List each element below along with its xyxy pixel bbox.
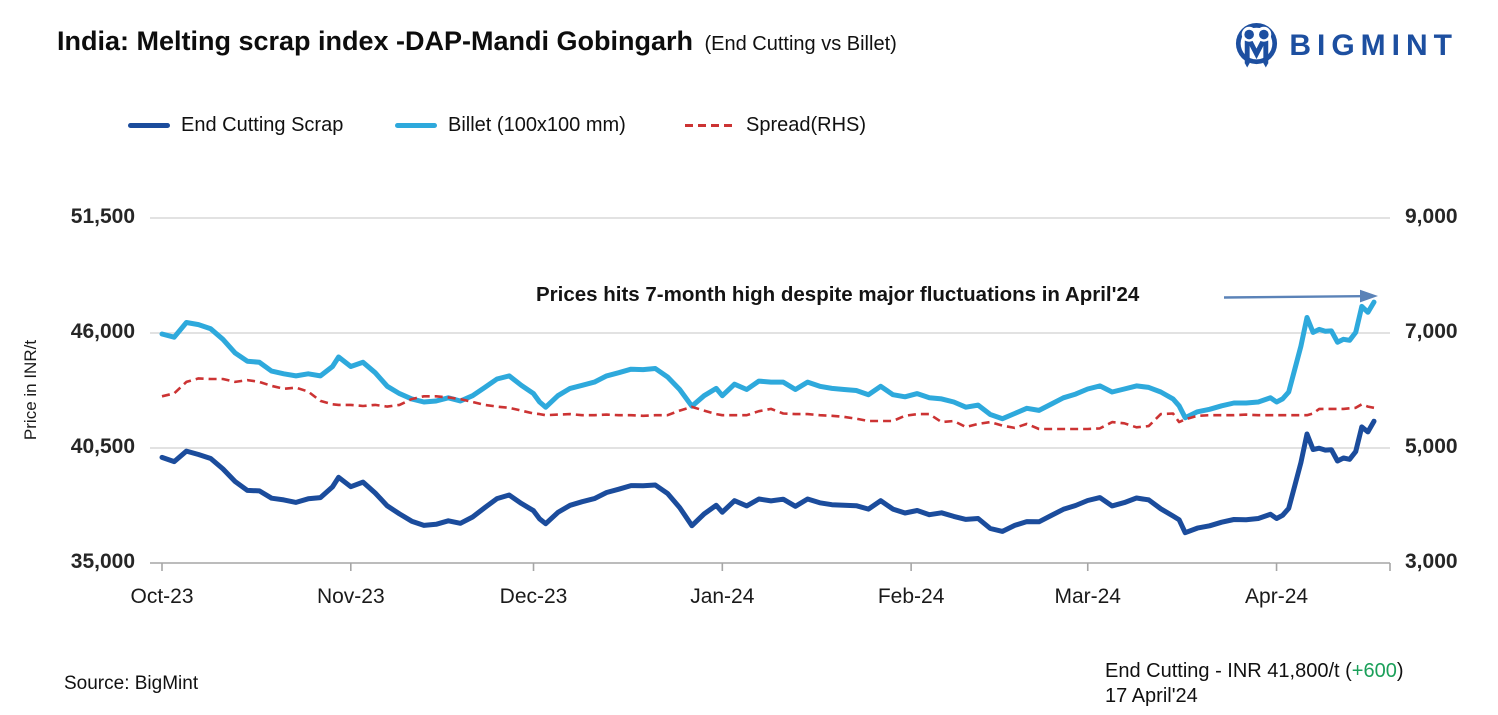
x-axis-tick-label: Nov-23 <box>316 585 385 608</box>
annotation-arrow-line <box>1223 295 1362 299</box>
brand-name: BIGMINT <box>1289 29 1458 62</box>
y2-axis-tick-label: 3,000 <box>1405 550 1458 573</box>
brand-logo: BIGMINT <box>1233 20 1458 72</box>
price-date: 17 April'24 <box>1105 685 1198 707</box>
y-axis-tick-label: 40,500 <box>70 435 135 458</box>
x-axis-tick-label: Oct-23 <box>130 585 194 608</box>
bigmint-logo-icon <box>1236 22 1278 68</box>
legend-item-end-cutting: End Cutting Scrap <box>128 112 343 138</box>
chart-subtitle: (End Cutting vs Billet) <box>704 33 897 55</box>
series-line-spread-rhs- <box>161 377 1375 431</box>
series-line-end-cutting-scrap <box>159 418 1377 536</box>
legend-label: Spread(RHS) <box>746 113 867 136</box>
page-title: India: Melting scrap index -DAP-Mandi Go… <box>57 26 897 57</box>
legend-item-billet: Billet (100x100 mm) <box>395 112 626 138</box>
latest-price-line: End Cutting - INR 41,800/t (+600) <box>1105 659 1404 684</box>
price-text: End Cutting - INR 41,800/t ( <box>1105 660 1352 682</box>
x-axis-tick-label: Feb-24 <box>877 585 945 608</box>
latest-price-note: End Cutting - INR 41,800/t (+600) 17 Apr… <box>1105 659 1404 709</box>
chart-title: India: Melting scrap index -DAP-Mandi Go… <box>57 26 694 56</box>
y-axis-tick-label: 35,000 <box>70 550 135 573</box>
x-axis-tick-label: Dec-23 <box>499 585 568 608</box>
x-axis-labels: Oct-23 Nov-23 Dec-23 Jan-24 Feb-24 Mar-24 Apr-… <box>0 585 1498 615</box>
end-cutting-line-swatch-icon <box>128 122 170 128</box>
series-line-billet-100x100-mm- <box>159 299 1377 422</box>
spread-dashed-line-swatch-icon <box>685 123 735 127</box>
y-axis-tick-label: 46,000 <box>70 320 135 343</box>
source-note: Source: BigMint <box>64 673 199 694</box>
right-axis-labels: 3,000 5,000 7,000 9,000 <box>1403 0 1498 715</box>
x-axis-tick-label: Jan-24 <box>690 585 755 608</box>
legend-item-spread: Spread(RHS) <box>685 112 866 138</box>
legend-label: End Cutting Scrap <box>181 113 344 136</box>
price-text-close: ) <box>1396 660 1404 682</box>
chart-annotation: Prices hits 7-month high despite major f… <box>536 283 1140 306</box>
y2-axis-tick-label: 5,000 <box>1405 435 1458 458</box>
price-change-value: +600 <box>1351 660 1397 682</box>
y-axis-tick-label: 51,500 <box>70 205 135 228</box>
left-axis-labels: 35,000 40,500 46,000 51,500 <box>0 0 141 715</box>
y-axis-title: Price in INR/t <box>21 339 40 441</box>
y2-axis-tick-label: 7,000 <box>1405 320 1458 343</box>
y2-axis-tick-label: 9,000 <box>1405 205 1458 228</box>
right-arrow-icon <box>1360 289 1378 303</box>
x-axis-tick-label: Mar-24 <box>1054 585 1121 608</box>
billet-line-swatch-icon <box>395 122 437 128</box>
x-axis-tick-label: Apr-24 <box>1245 585 1309 608</box>
legend-label: Billet (100x100 mm) <box>448 113 626 136</box>
